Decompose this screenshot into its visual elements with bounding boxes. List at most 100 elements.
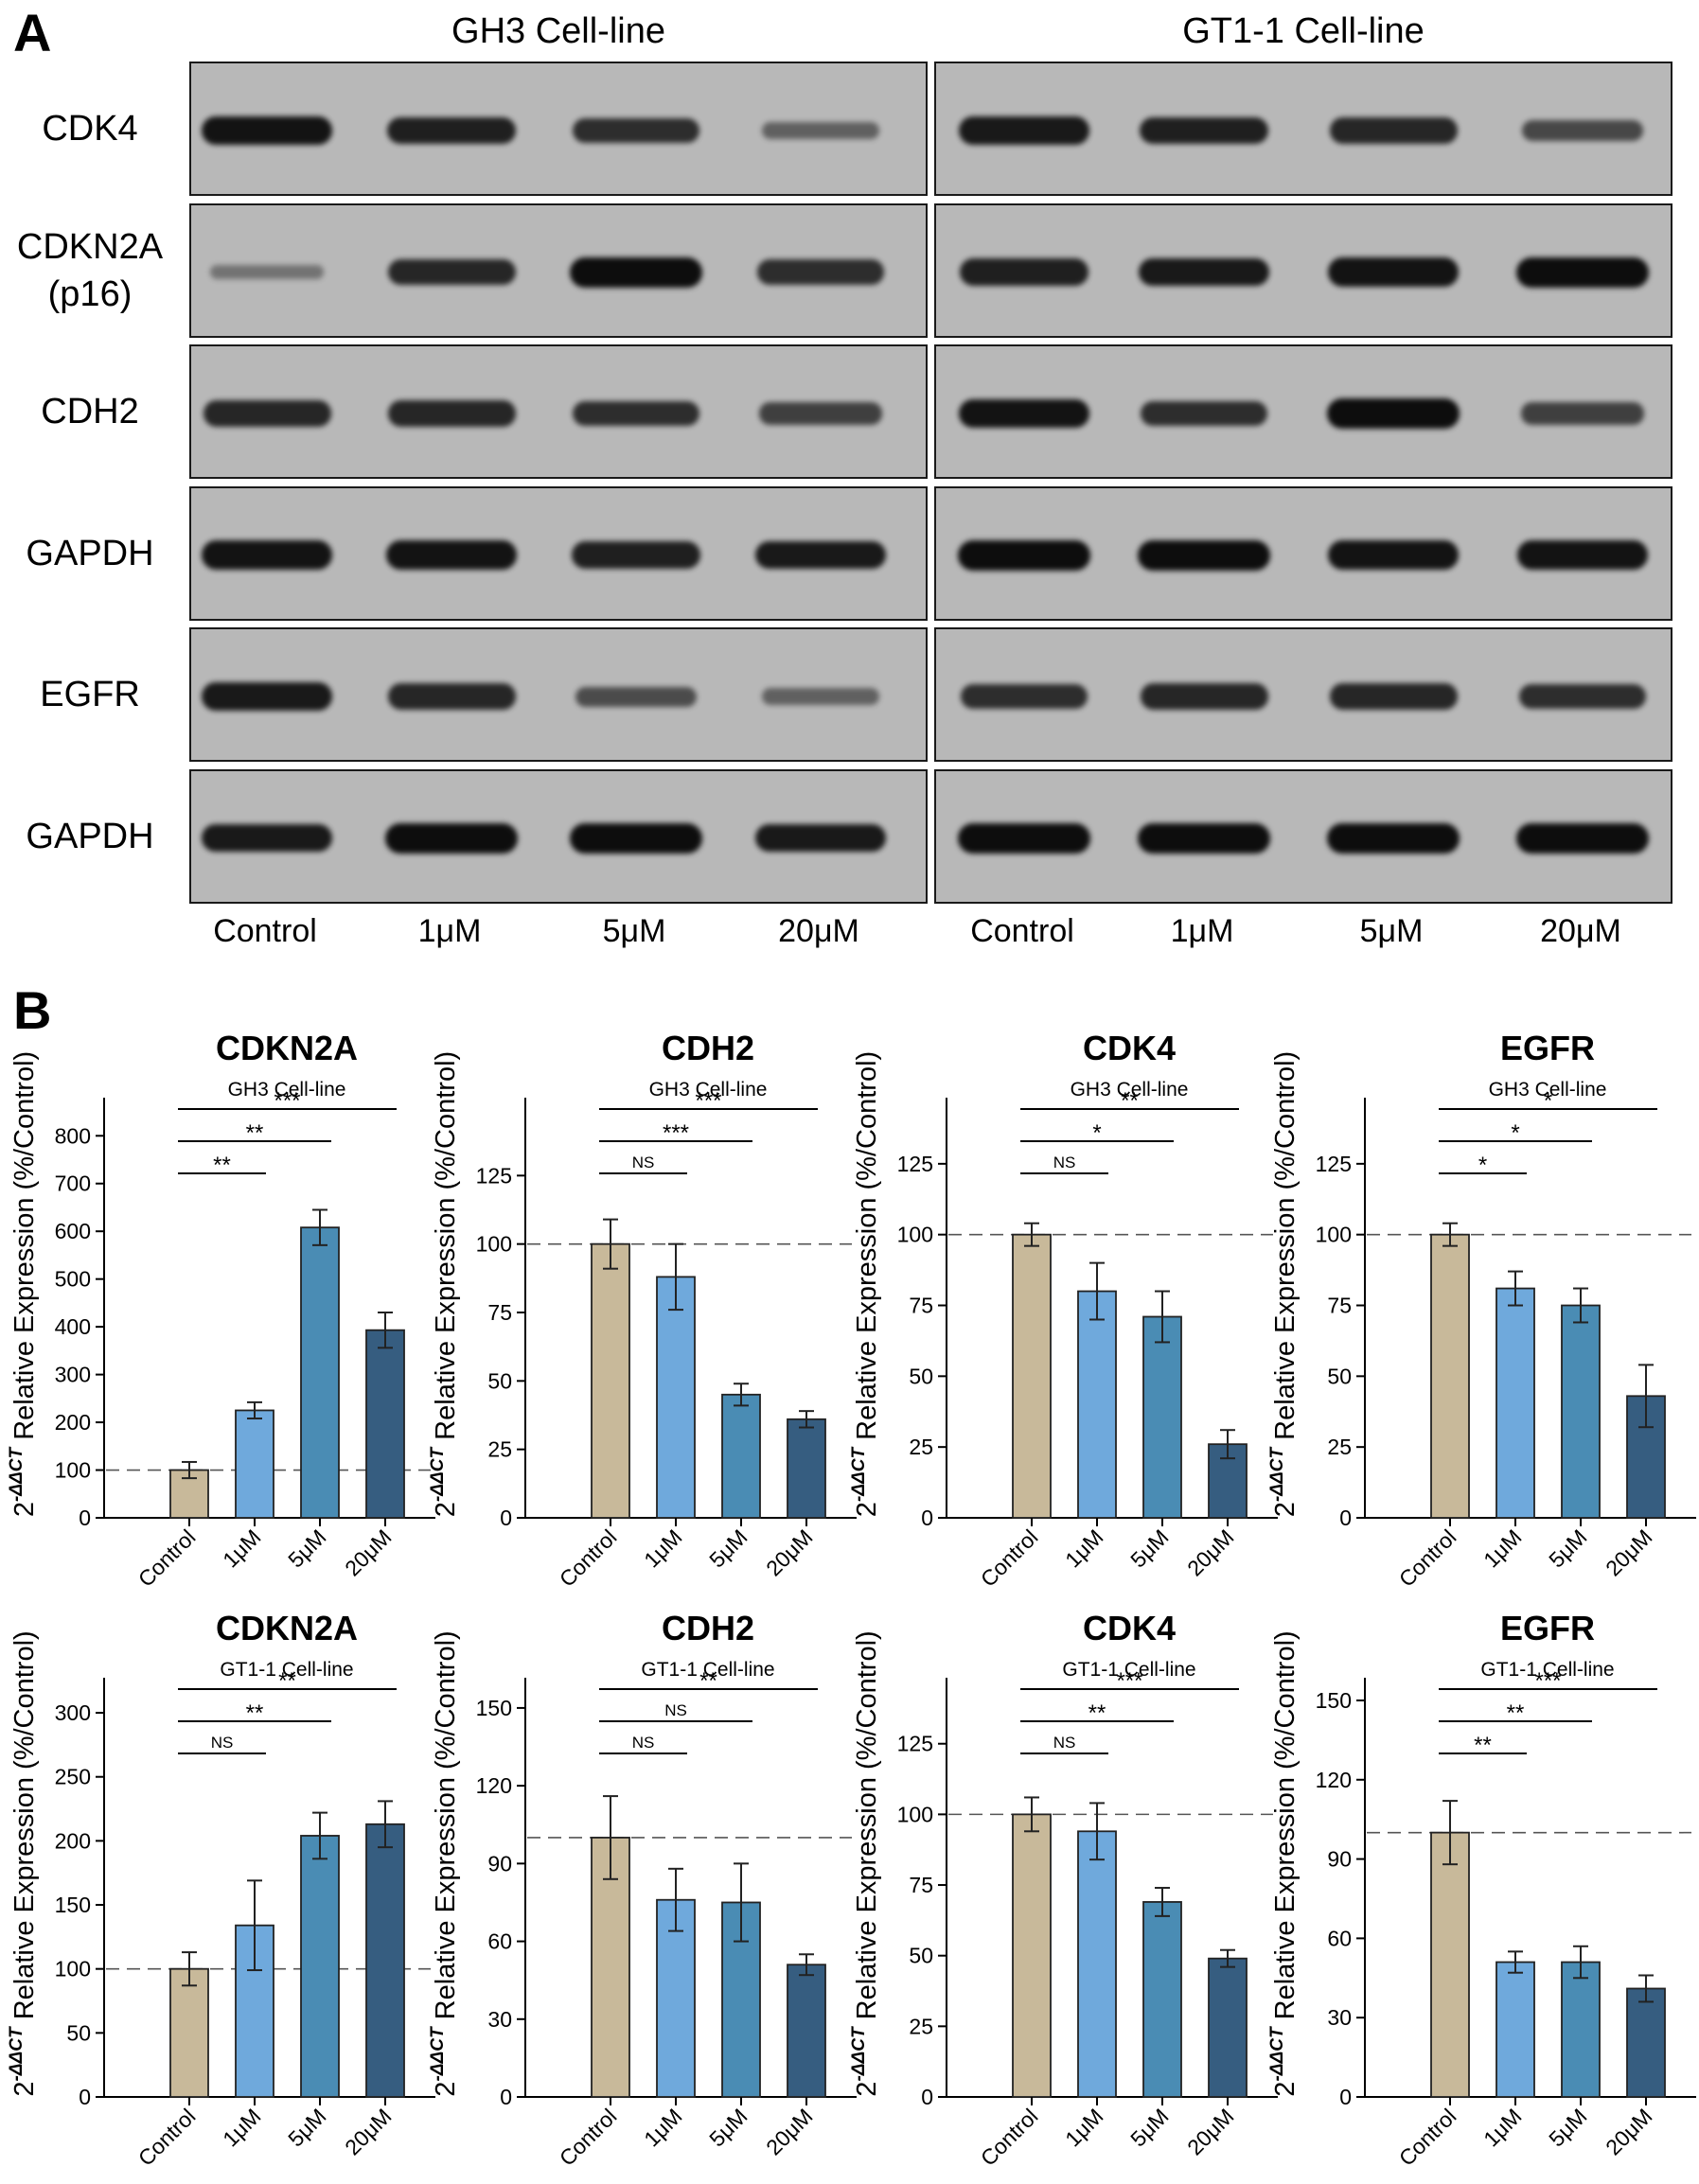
significance-label: ** [1088, 1700, 1106, 1726]
blot-band [1141, 400, 1267, 427]
y-axis-label: 2-ΔΔCT Relative Expression (%/Control) [428, 1630, 461, 2096]
y-tick-label: 100 [897, 1802, 933, 1826]
bar [1012, 1813, 1052, 2098]
y-tick-label: 200 [55, 1410, 91, 1435]
y-tick-label: 0 [79, 1506, 91, 1530]
lane-label: 20μM [778, 913, 859, 949]
bar [1561, 1304, 1601, 1519]
bar [169, 1967, 209, 2098]
blot-band [759, 402, 882, 425]
chart-subtitle: GT1-1 Cell-line [1480, 1659, 1614, 1681]
y-tick-label: 0 [1339, 2085, 1352, 2109]
bar [721, 1393, 761, 1519]
y-axis-label: 2-ΔΔCT Relative Expression (%/Control) [849, 1630, 882, 2096]
chart-title: CDK4 [1083, 1609, 1176, 1647]
significance-label: ** [246, 1120, 264, 1146]
blot-band [201, 540, 333, 570]
x-tick-label: Control [976, 2104, 1043, 2171]
y-tick-label: 600 [55, 1219, 91, 1243]
significance-label: ** [246, 1700, 264, 1726]
blot-band [1516, 540, 1649, 570]
x-tick-label: 5μM [704, 1524, 752, 1572]
chart-title: CDKN2A [216, 1609, 358, 1647]
chart-title: CDH2 [662, 1609, 754, 1647]
blot-band [386, 116, 517, 145]
y-tick-label: 100 [476, 1232, 512, 1257]
x-tick-label: 1μM [1478, 1524, 1526, 1572]
chart-subtitle: GT1-1 Cell-line [641, 1659, 774, 1681]
y-axis-label: 2-ΔΔCT Relative Expression (%/Control) [428, 1051, 461, 1517]
blot-band [202, 823, 332, 853]
panel-b-letter: B [13, 980, 52, 1040]
blot-band [201, 115, 333, 146]
lane-label: Control [970, 913, 1074, 949]
chart-egfr-gt11: EGFR GT1-1 Cell-line 2-ΔΔCT Relative Expre… [1267, 1609, 1696, 2171]
y-axis-label: 2-ΔΔCT Relative Expression (%/Control) [849, 1051, 882, 1517]
y-tick-label: 0 [500, 2085, 512, 2109]
y-axis-label: 2-ΔΔCT Relative Expression (%/Control) [7, 1630, 40, 2096]
blot-membrane [189, 627, 928, 762]
blot-membrane [934, 627, 1672, 762]
x-tick-label: 5μM [1125, 2104, 1173, 2151]
y-axis-label: 2-ΔΔCT Relative Expression (%/Control) [1267, 1630, 1301, 2096]
y-tick-label: 150 [55, 1893, 91, 1917]
bar [235, 1409, 274, 1519]
blot-band [958, 539, 1090, 571]
blot-band [1521, 119, 1644, 142]
y-tick-label: 30 [1327, 2005, 1352, 2030]
y-tick-label: 100 [1316, 1223, 1352, 1247]
blot-membrane [934, 62, 1672, 196]
blot-membrane [189, 485, 928, 621]
y-tick-label: 60 [1327, 1926, 1352, 1950]
y-tick-label: 75 [1327, 1294, 1352, 1318]
chart-title: CDKN2A [216, 1029, 358, 1067]
blot-membrane [189, 62, 928, 196]
y-tick-label: 400 [55, 1314, 91, 1339]
bar [365, 1329, 405, 1519]
blot-band [755, 540, 886, 570]
y-axis-label: 2-ΔΔCT Relative Expression (%/Control) [1267, 1051, 1301, 1517]
lane-label: 1μM [417, 913, 482, 949]
blot-row-label: CDK4 [42, 109, 138, 149]
significance-label: * [1544, 1088, 1552, 1114]
x-tick-label: 20μM [1601, 1524, 1656, 1580]
significance-label: * [1511, 1120, 1519, 1146]
lane-label: 5μM [1359, 913, 1424, 949]
bar [1208, 1957, 1248, 2098]
bar [591, 1242, 630, 1519]
x-tick-label: Control [555, 2104, 622, 2171]
y-tick-label: 75 [487, 1300, 512, 1325]
blot-row-label: GAPDH [26, 533, 154, 573]
x-tick-label: Control [976, 1524, 1043, 1592]
y-tick-label: 50 [487, 1368, 512, 1393]
y-tick-label: 50 [909, 1944, 933, 1968]
bar [1012, 1233, 1052, 1519]
x-tick-label: Control [555, 1524, 622, 1592]
y-axis-label: 2-ΔΔCT Relative Expression (%/Control) [7, 1051, 40, 1517]
blot-band [1140, 683, 1268, 710]
chart-title: CDH2 [662, 1029, 754, 1067]
blot-band [202, 682, 332, 711]
bar [1561, 1961, 1601, 2098]
y-tick-label: 125 [897, 1152, 933, 1176]
chart-egfr-gh3: EGFR GH3 Cell-line 2-ΔΔCT Relative Express… [1267, 1029, 1696, 1592]
significance-label: NS [1053, 1154, 1076, 1171]
y-tick-label: 0 [1339, 1506, 1352, 1530]
blot-membrane [934, 768, 1672, 904]
x-tick-label: 20μM [761, 1524, 817, 1580]
x-tick-label: Control [1394, 1524, 1461, 1592]
chart-subtitle: GH3 Cell-line [228, 1079, 346, 1101]
x-tick-label: 1μM [1060, 1524, 1107, 1572]
blot-band [1516, 256, 1649, 288]
chart-cdkn2a-gt11: CDKN2A GT1-1 Cell-line 2-ΔΔCT Relative Exp… [7, 1609, 435, 2171]
chart-subtitle: GT1-1 Cell-line [1062, 1659, 1195, 1681]
x-tick-label: 20μM [340, 2104, 396, 2159]
bar [787, 1418, 826, 1519]
blot-band [1516, 822, 1649, 854]
y-tick-label: 50 [66, 2020, 91, 2045]
x-tick-label: Control [1394, 2104, 1461, 2171]
x-tick-label: Control [133, 2104, 201, 2171]
lane-label: Control [213, 913, 317, 949]
y-tick-label: 125 [476, 1163, 512, 1188]
x-tick-label: 20μM [340, 1524, 396, 1580]
